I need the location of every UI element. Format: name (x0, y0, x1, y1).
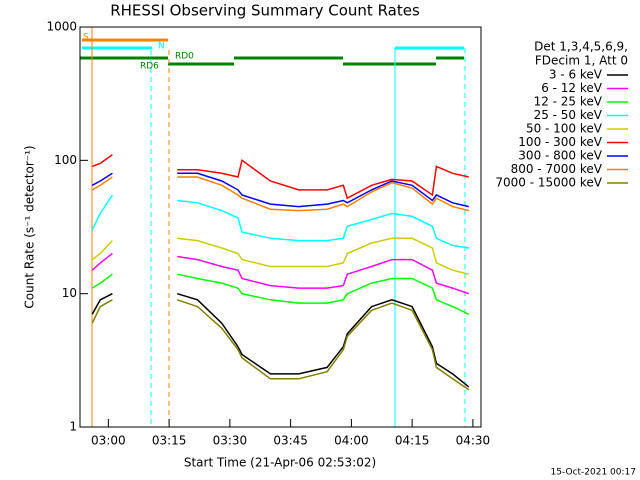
series-line (91, 240, 113, 261)
legend-label: 50 - 100 keV (526, 122, 603, 136)
y-axis-label: Count Rate (s⁻¹ detector⁻¹) (23, 145, 37, 308)
x-tick-label: 04:30 (456, 434, 491, 448)
series-line (177, 176, 469, 212)
chart-title: RHESSI Observing Summary Count Rates (110, 2, 420, 20)
x-tick-label: 03:45 (273, 434, 308, 448)
annotation: RD0 (175, 52, 194, 62)
y-tick-label: 1000 (46, 20, 77, 34)
series-line (177, 273, 470, 315)
x-axis-label: Start Time (21-Apr-06 02:53:02) (184, 456, 376, 470)
series-line (91, 299, 113, 324)
legend-label: 12 - 25 keV (534, 95, 603, 109)
x-tick-label: 03:30 (213, 434, 248, 448)
legend-label: 7000 - 15000 keV (495, 176, 602, 190)
series-line (91, 172, 113, 186)
series-line (177, 255, 470, 295)
legend-label: 3 - 6 keV (549, 68, 603, 82)
plot-frame (79, 26, 482, 428)
series-line (91, 154, 113, 168)
legend-header: FDecim 1, Att 0 (535, 54, 628, 68)
legend-label: 6 - 12 keV (541, 81, 603, 95)
series-line (177, 159, 469, 200)
series-line (177, 172, 469, 208)
annotation: RD6 (140, 62, 159, 72)
series-line (91, 252, 113, 271)
series-line (177, 199, 469, 249)
legend-header: Det 1,3,4,5,6,9, (534, 40, 628, 54)
annotation: N (158, 42, 165, 52)
y-tick-label: 10 (62, 286, 77, 300)
y-tick-label: 100 (54, 153, 77, 167)
series-line (91, 293, 113, 315)
x-tick-label: 03:00 (91, 434, 126, 448)
legend-label: 300 - 800 keV (518, 149, 602, 163)
legend-label: 25 - 50 keV (534, 108, 603, 122)
legend-label: 100 - 300 keV (518, 135, 602, 149)
series-line (91, 176, 113, 191)
state-bars (79, 27, 466, 427)
footer: 15-Oct-2021 00:17 (551, 468, 636, 478)
x-tick-label: 03:15 (152, 434, 187, 448)
series-line (176, 299, 470, 391)
legend-label: 800 - 7000 keV (511, 162, 603, 176)
series-line (177, 237, 469, 275)
series-line (91, 273, 113, 289)
series-line (91, 194, 114, 231)
annotation: S (83, 33, 89, 43)
x-tick-label: 04:00 (334, 434, 369, 448)
x-tick-label: 04:15 (395, 434, 430, 448)
y-tick-label: 1 (69, 420, 77, 434)
